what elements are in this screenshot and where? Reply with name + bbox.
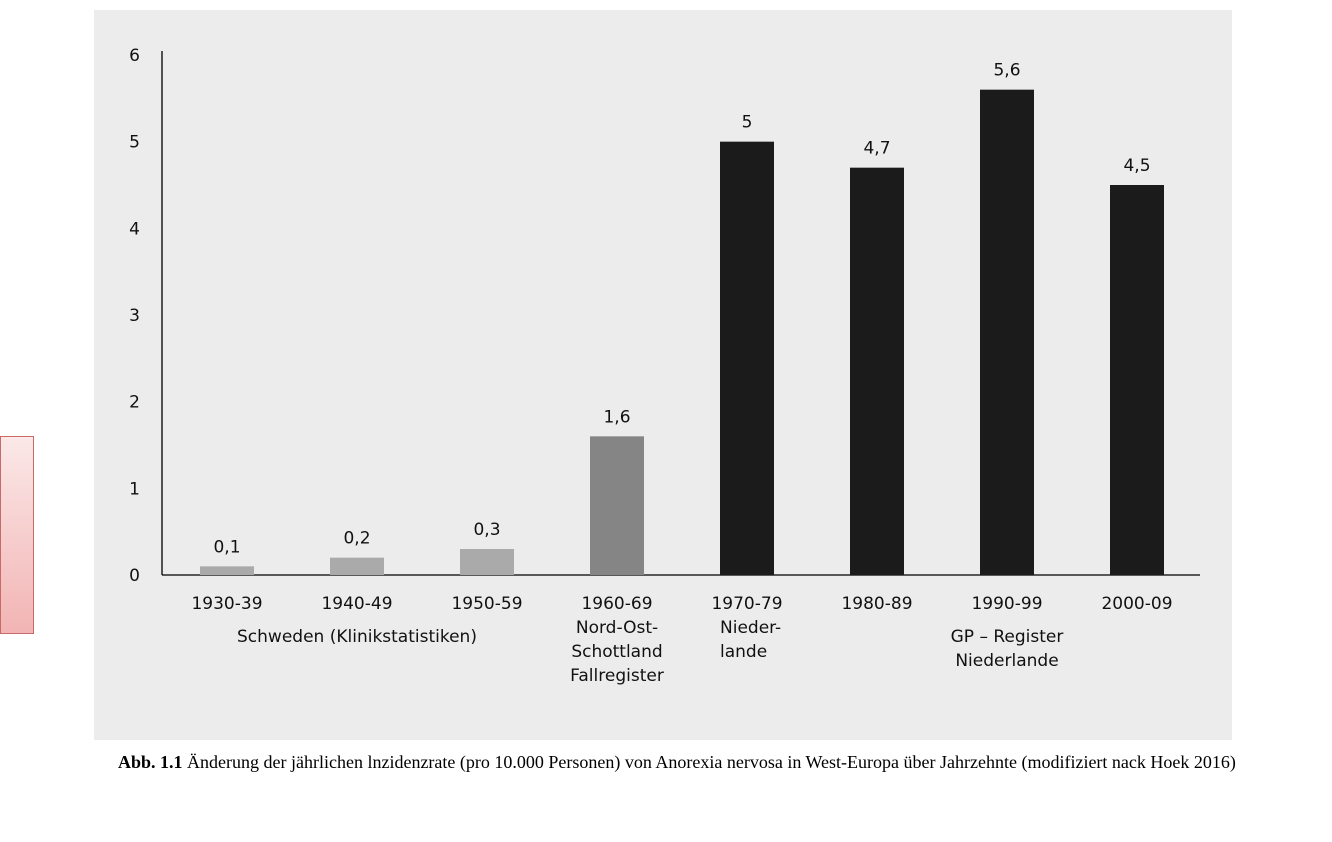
group-label: Schottland xyxy=(571,642,662,662)
group-label: Nieder- xyxy=(720,618,781,638)
y-tick-label: 2 xyxy=(129,393,140,413)
x-tick-label: 1960-69 xyxy=(581,594,652,614)
caption-text: Änderung der jährlichen lnzidenzrate (pr… xyxy=(182,752,1236,772)
group-label: Nord-Ost- xyxy=(576,618,658,638)
x-tick-label: 2000-09 xyxy=(1101,594,1172,614)
bar-value-label: 4,7 xyxy=(863,139,890,159)
y-tick-label: 1 xyxy=(129,479,140,499)
bar-value-label: 4,5 xyxy=(1123,156,1150,176)
y-tick-label: 0 xyxy=(129,566,140,586)
bar xyxy=(720,141,774,575)
x-tick-label: 1980-89 xyxy=(841,594,912,614)
bar-value-label: 0,2 xyxy=(343,529,370,549)
y-tick-label: 5 xyxy=(129,133,140,153)
caption-label: Abb. 1.1 xyxy=(118,752,183,772)
group-label: GP – Register xyxy=(951,627,1064,647)
group-label: Niederlande xyxy=(955,651,1058,671)
bar xyxy=(330,557,384,575)
figure-caption: Abb. 1.1 Änderung der jährlichen lnziden… xyxy=(118,750,1328,774)
bar-chart: 0 1 2 3 4 5 6 0,1 1930-39 0,2 1940-49 0,3 1950-59 1,6… xyxy=(129,46,1200,686)
bar xyxy=(1110,185,1164,575)
bar xyxy=(460,549,514,575)
bar-value-label: 1,6 xyxy=(603,407,630,427)
y-tick-label: 3 xyxy=(129,306,140,326)
group-label: Schweden (Klinikstatistiken) xyxy=(237,627,477,647)
bar xyxy=(850,167,904,575)
bar xyxy=(980,89,1034,576)
group-label: lande xyxy=(720,642,767,662)
bar-value-label: 0,1 xyxy=(213,537,240,557)
bar xyxy=(200,566,254,575)
x-tick-label: 1990-99 xyxy=(971,594,1042,614)
x-tick-label: 1970-79 xyxy=(711,594,782,614)
group-label: Fallregister xyxy=(570,666,664,686)
y-tick-label: 4 xyxy=(129,219,140,239)
bar-value-label: 5 xyxy=(742,113,753,133)
x-tick-label: 1950-59 xyxy=(451,594,522,614)
chart-panel: 0 1 2 3 4 5 6 0,1 1930-39 0,2 1940-49 0,3 1950-59 1,6… xyxy=(94,10,1232,740)
x-tick-label: 1940-49 xyxy=(321,594,392,614)
y-tick-label: 6 xyxy=(129,46,140,66)
bar-value-label: 5,6 xyxy=(993,61,1020,81)
bar xyxy=(590,436,644,575)
x-tick-label: 1930-39 xyxy=(191,594,262,614)
side-marker xyxy=(0,436,34,634)
bar-value-label: 0,3 xyxy=(473,520,500,540)
